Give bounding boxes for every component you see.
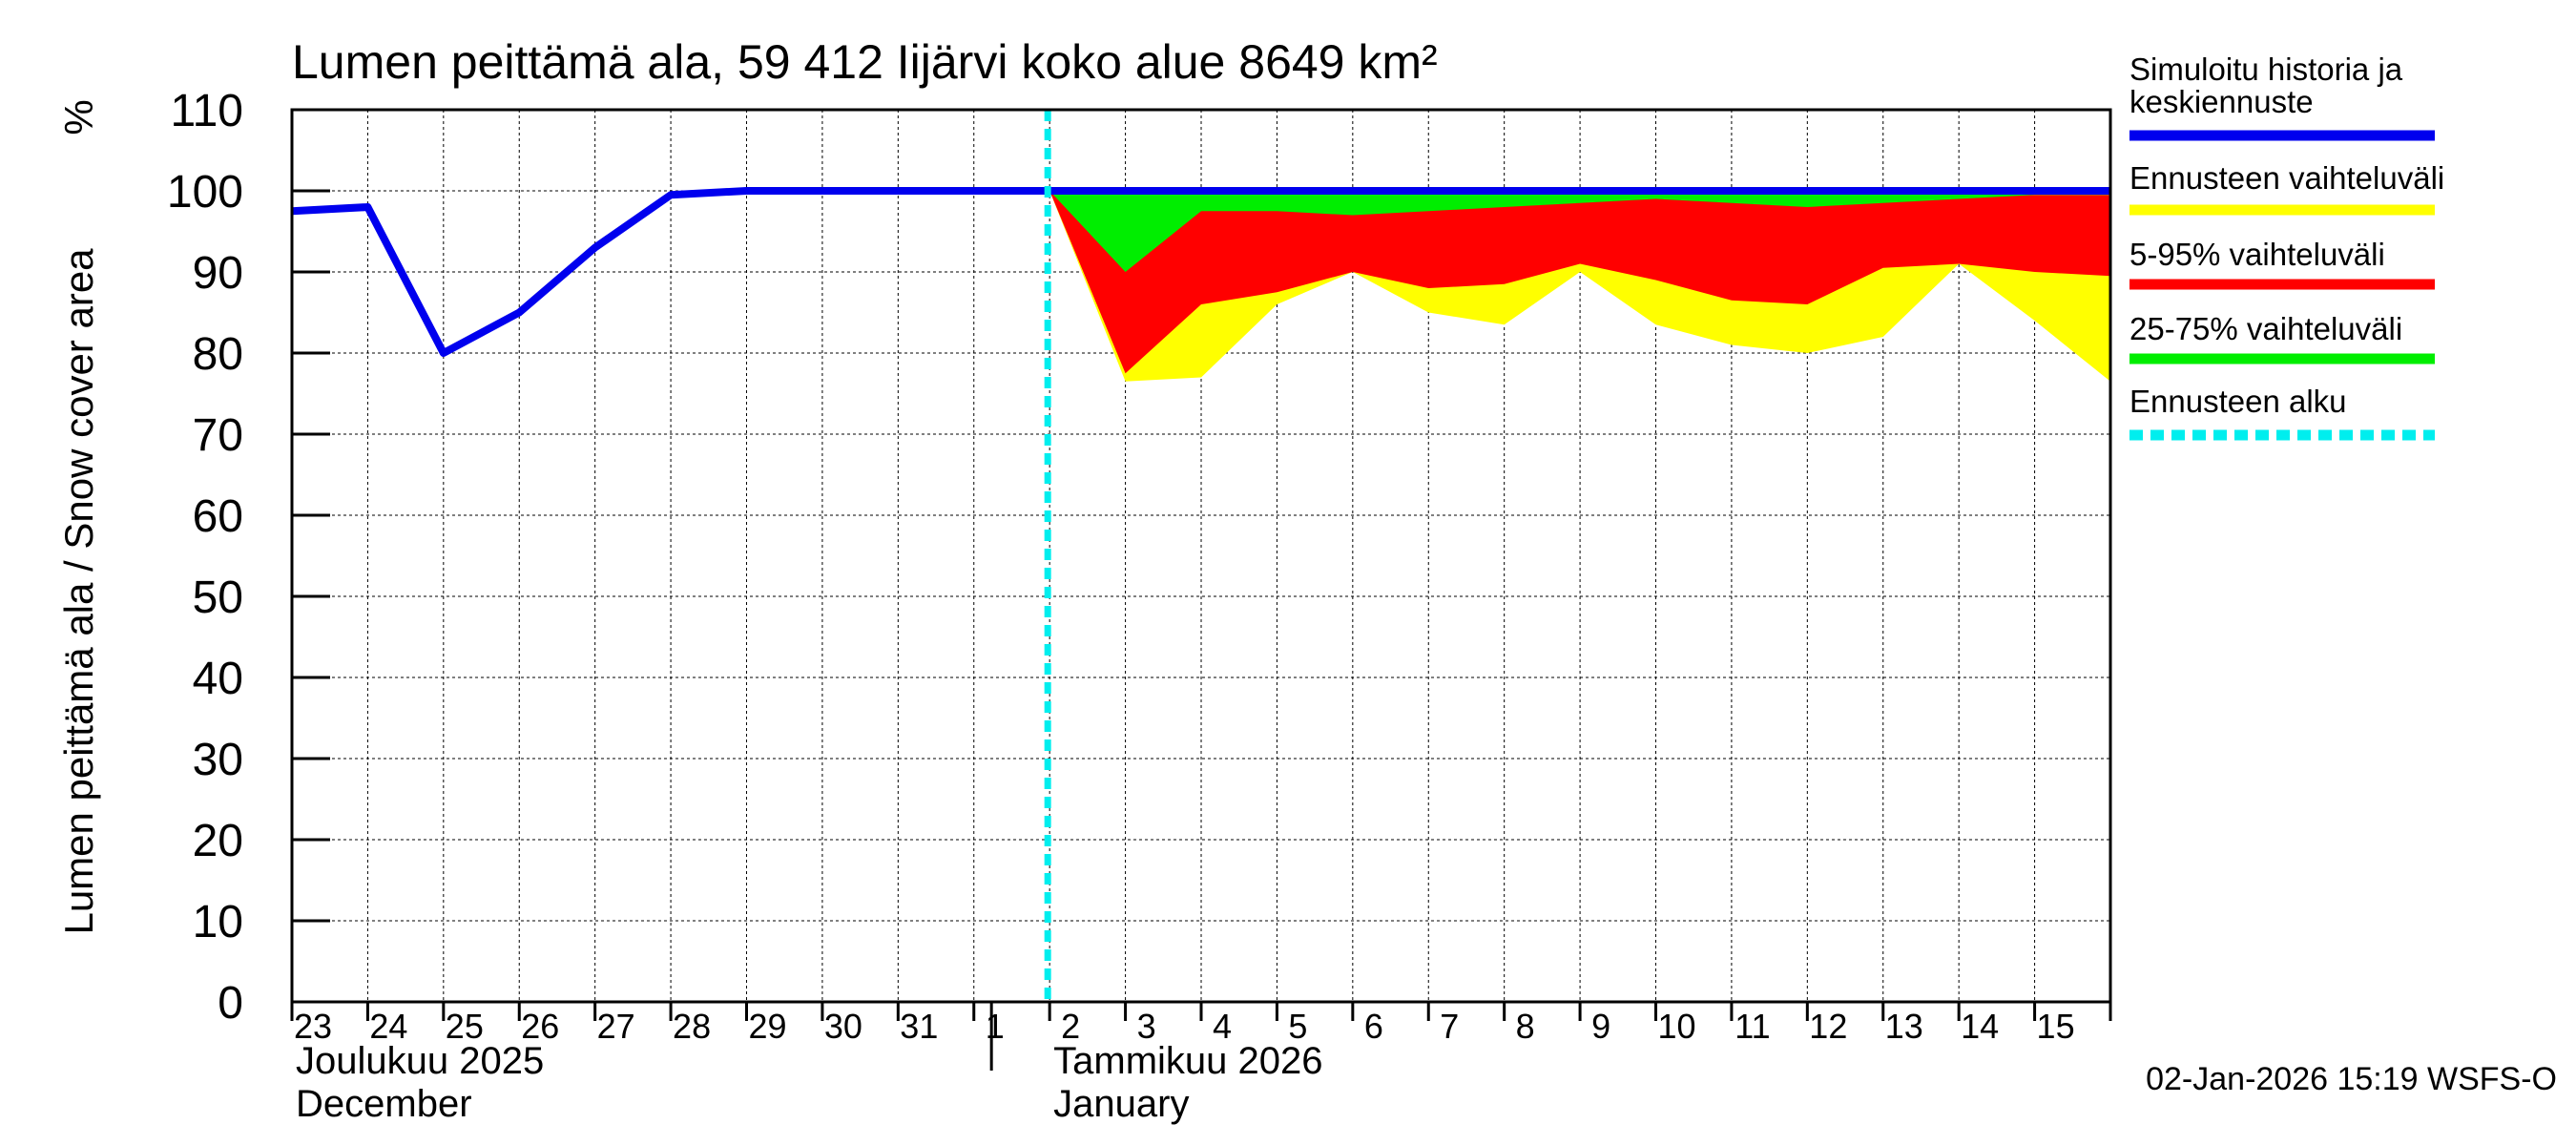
x-tick-label: 26 [521,1007,559,1046]
history-point [1200,190,1202,192]
month-label-en: January [1053,1083,1189,1125]
history-point [1579,190,1581,192]
x-tick-label: 24 [369,1007,407,1046]
x-tick-label: 23 [294,1007,332,1046]
x-tick-label: 14 [1961,1007,1999,1046]
legend: Simuloitu historia ja keskiennuste Ennuste… [2129,52,2444,441]
history-point [2034,190,2036,192]
y-axis-label: Lumen peittämä ala / Snow cover area [56,248,101,935]
y-tick-label: 30 [193,735,243,785]
history-point [1882,190,1884,192]
y-tick-label: 100 [167,167,243,218]
history-point [1806,190,1808,192]
month-label-fi: Joulukuu 2025 [296,1040,544,1082]
history-point [1352,190,1354,192]
y-tick-label: 60 [193,491,243,542]
y-tick-label: 50 [193,572,243,623]
history-point [1276,190,1278,192]
y-tick-label: 10 [193,897,243,947]
y-tick-label: 20 [193,816,243,866]
x-axis: 23 24 25 26 27 28 29 30 31 1 2 3 4 5 6 7 8 9 10 11 12 13 14 15J… [290,1002,2112,1125]
history-point [670,194,672,196]
month-label-fi: Tammikuu 2026 [1053,1040,1322,1082]
history-point [594,247,596,248]
chart-title: Lumen peittämä ala, 59 412 Iijärvi koko … [292,35,1438,89]
legend-label: Ennusteen vaihteluväli [2129,160,2444,196]
x-tick-label: 1 [986,1007,1005,1046]
x-tick-label: 27 [597,1007,635,1046]
history-point [1731,190,1733,192]
history-point [973,190,975,192]
legend-label: 25-75% vaihteluväli [2129,311,2402,346]
legend-label: Simuloitu historia ja keskiennuste [2129,52,2403,119]
legend-label: Ennusteen alku [2129,384,2347,419]
y-axis: 0 10 20 30 40 50 60 70 80 90 100 110 [167,86,330,1029]
x-tick-label: 9 [1591,1007,1610,1046]
y-tick-label: 80 [193,329,243,380]
x-tick-label: 10 [1657,1007,1695,1046]
x-tick-label: 3 [1137,1007,1156,1046]
y-tick-label: 0 [218,978,243,1029]
y-tick-label: 70 [193,410,243,461]
y-tick-label: 90 [193,248,243,299]
x-tick-label: 31 [900,1007,938,1046]
history-point [1125,190,1127,192]
x-tick-label: 28 [673,1007,711,1046]
x-tick-label: 12 [1809,1007,1847,1046]
history-point [897,190,899,192]
x-tick-label: 29 [748,1007,786,1046]
history-point [1427,190,1429,192]
y-tick-label: 110 [170,86,243,136]
history-point [1655,190,1656,192]
x-tick-label: 4 [1213,1007,1232,1046]
footer-timestamp: 02-Jan-2026 15:19 WSFS-O [2146,1061,2557,1097]
y-axis-unit: % [56,99,101,135]
band-25-75 [1049,191,2110,272]
x-tick-label: 25 [446,1007,484,1046]
history-point [746,190,747,192]
x-tick-label: 13 [1885,1007,1923,1046]
x-tick-label: 7 [1440,1007,1459,1046]
history-point [366,206,368,208]
history-point [443,352,445,354]
x-tick-label: 11 [1735,1007,1770,1046]
band-layer [1049,191,2110,382]
legend-label-line: Simuloitu historia ja [2129,52,2403,87]
x-tick-label: 6 [1364,1007,1383,1046]
x-tick-label: 30 [824,1007,862,1046]
legend-label: 5-95% vaihteluväli [2129,237,2385,272]
x-tick-label: 2 [1061,1007,1080,1046]
band-5-95 [1049,191,2110,374]
x-tick-label: 8 [1516,1007,1535,1046]
history-point [518,312,520,313]
x-tick-label: 15 [2037,1007,2075,1046]
x-tick-label: 5 [1288,1007,1307,1046]
month-label-en: December [296,1083,472,1125]
legend-label-line: keskiennuste [2129,84,2314,119]
history-point [821,190,823,192]
history-point [1504,190,1506,192]
history-layer [291,187,2111,357]
y-tick-label: 40 [193,654,243,704]
history-point [1958,190,1960,192]
